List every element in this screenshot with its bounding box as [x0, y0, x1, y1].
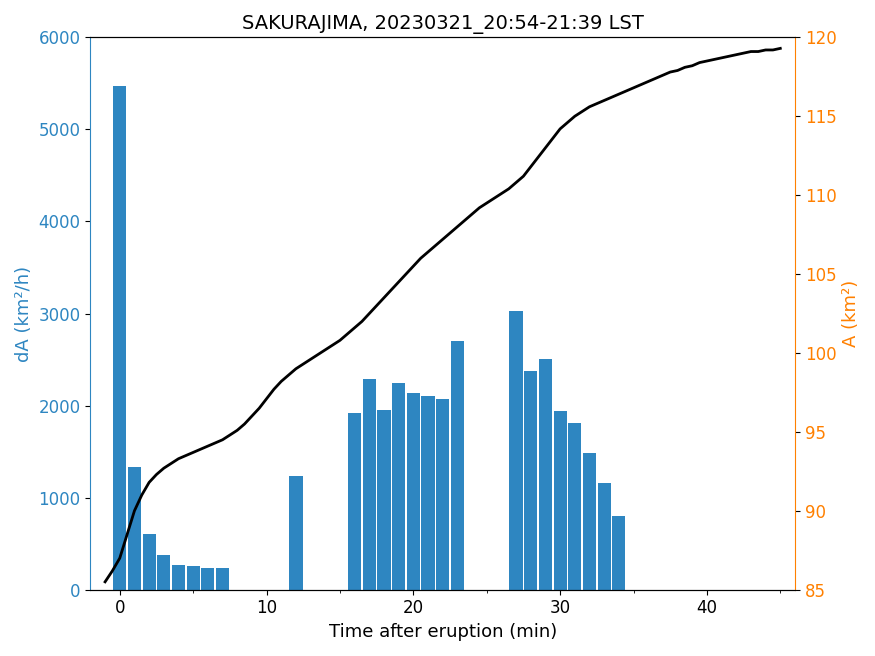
Bar — [186, 565, 200, 590]
Bar — [363, 379, 376, 590]
Bar — [422, 396, 435, 590]
Bar — [377, 410, 390, 590]
Bar — [392, 382, 405, 590]
Bar — [612, 516, 626, 590]
Bar — [348, 413, 361, 590]
Bar — [128, 467, 141, 590]
Bar — [451, 341, 464, 590]
Bar — [158, 555, 171, 590]
Bar — [172, 565, 186, 590]
Bar — [436, 399, 449, 590]
Bar — [290, 476, 303, 590]
Bar — [598, 483, 611, 590]
Bar — [524, 371, 537, 590]
Bar — [143, 535, 156, 590]
Bar — [568, 423, 581, 590]
X-axis label: Time after eruption (min): Time after eruption (min) — [328, 623, 556, 641]
Bar — [113, 86, 126, 590]
Bar — [407, 393, 420, 590]
Bar — [539, 359, 552, 590]
Y-axis label: dA (km²/h): dA (km²/h) — [15, 266, 33, 361]
Bar — [583, 453, 596, 590]
Bar — [216, 567, 229, 590]
Bar — [509, 311, 522, 590]
Y-axis label: A (km²): A (km²) — [842, 280, 860, 347]
Bar — [554, 411, 567, 590]
Bar — [201, 567, 214, 590]
Title: SAKURAJIMA, 20230321_20:54-21:39 LST: SAKURAJIMA, 20230321_20:54-21:39 LST — [242, 15, 644, 34]
